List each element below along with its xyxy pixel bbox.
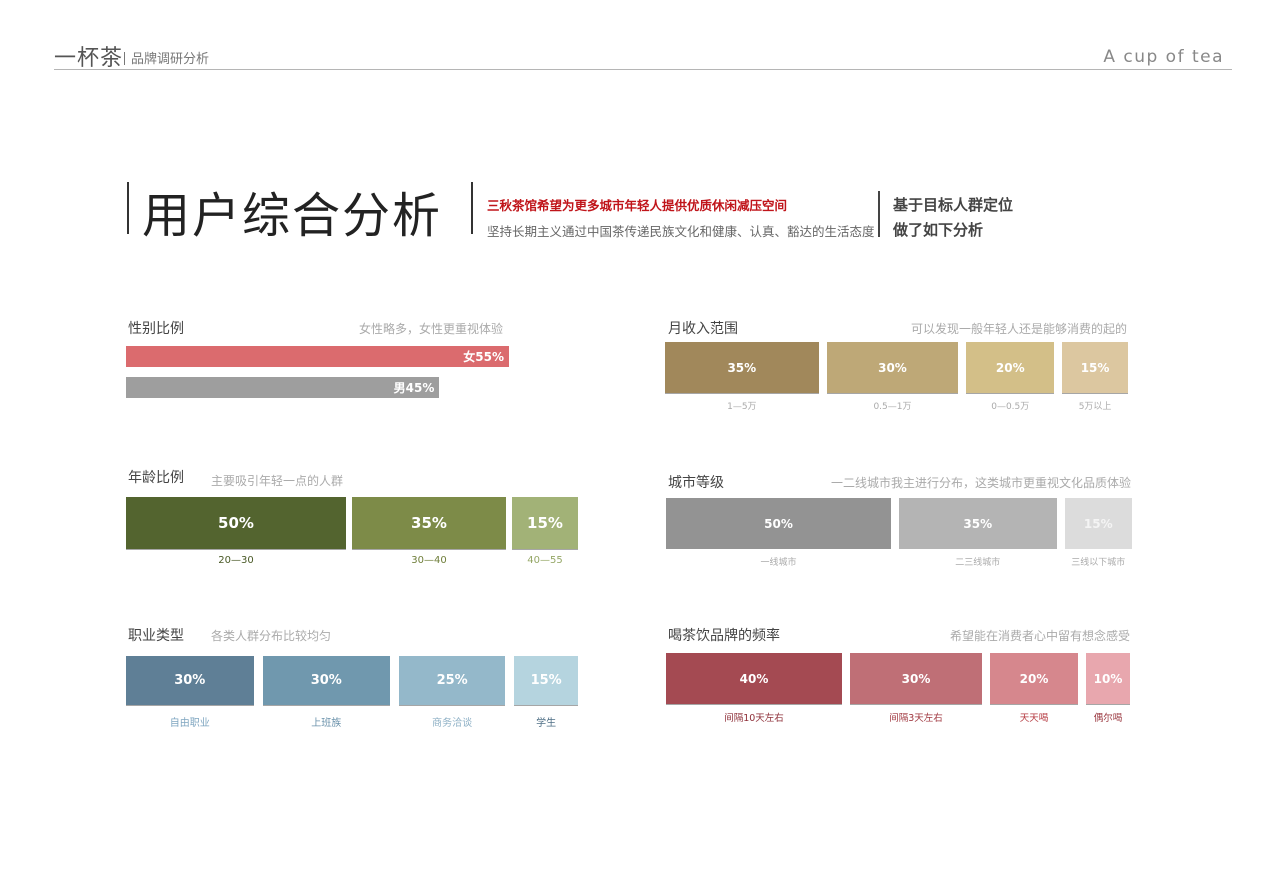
age-title: 年龄比例 (128, 470, 184, 486)
freq-label-3: 天天喝 (1019, 713, 1049, 724)
job-bar-4: 15% (514, 656, 578, 705)
freq-bar-4: 10% (1086, 653, 1130, 704)
gender-bar-female: 女55% (126, 346, 509, 367)
city-label-3: 三线以下城市 (1071, 558, 1126, 568)
freq-title: 喝茶饮品牌的频率 (668, 628, 780, 644)
age-label-2: 30—40 (411, 555, 447, 566)
income-label-3: 0—0.5万 (991, 402, 1030, 412)
income-label-4: 5万以上 (1078, 402, 1112, 412)
tagline-grey: 坚持长期主义通过中国茶传递民族文化和健康、认真、豁达的生活态度 (487, 224, 875, 239)
job-label-4: 学生 (536, 718, 557, 729)
freq-bar-1: 40% (666, 653, 842, 704)
brand-english: A cup of tea (1103, 47, 1224, 67)
income-bar-2: 30% (826, 342, 959, 393)
brand-name: 一杯茶 (54, 46, 124, 71)
freq-note: 希望能在消费者心中留有想念感受 (949, 629, 1130, 643)
freq-bar-2: 30% (850, 653, 982, 704)
age-label-1: 20—30 (218, 555, 254, 566)
city-label-2: 二三线城市 (955, 558, 1001, 568)
age-bar-3: 15% (512, 497, 578, 549)
city-bar-1: 50% (666, 498, 891, 549)
job-note: 各类人群分布比较均匀 (211, 629, 332, 643)
header-divider (54, 69, 1232, 70)
gender-title: 性别比例 (128, 321, 184, 337)
job-label-1: 自由职业 (169, 718, 210, 729)
job-bar-3: 25% (399, 656, 506, 705)
city-bar-3: 15% (1064, 498, 1132, 549)
age-note: 主要吸引年轻一点的人群 (211, 474, 344, 488)
gender-bar-male: 男45% (126, 377, 440, 398)
job-label-2: 上班族 (311, 718, 342, 729)
income-bar-3: 20% (966, 342, 1055, 393)
city-bar-2: 35% (899, 498, 1057, 549)
summary-line-2: 做了如下分析 (893, 221, 984, 239)
freq-label-4: 偶尔喝 (1093, 713, 1123, 724)
income-label-2: 0.5—1万 (873, 402, 912, 412)
age-bar-2: 35% (352, 497, 506, 549)
title-right-bar (471, 182, 473, 234)
summary-bar (878, 191, 880, 237)
freq-bar-3: 20% (990, 653, 1078, 704)
city-label-1: 一线城市 (760, 558, 797, 568)
income-label-1: 1—5万 (727, 402, 757, 412)
gender-note: 女性略多，女性更重视体验 (358, 322, 503, 336)
income-note: 可以发现一般年轻人还是能够消费的起的 (910, 322, 1127, 336)
job-title: 职业类型 (128, 628, 184, 644)
city-note: 一二线城市我主进行分布，这类城市更重视文化品质体验 (830, 476, 1131, 490)
title-left-bar (127, 182, 129, 234)
age-bar-1: 50% (126, 497, 346, 549)
summary-line-1: 基于目标人群定位 (893, 196, 1014, 214)
income-bar-1: 35% (665, 342, 819, 393)
job-bar-2: 30% (262, 656, 390, 705)
freq-label-1: 间隔10天左右 (724, 713, 784, 724)
age-label-3: 40—55 (527, 555, 563, 566)
tagline-red: 三秋茶馆希望为更多城市年轻人提供优质休闲减压空间 (487, 198, 788, 213)
income-title: 月收入范围 (668, 321, 738, 337)
freq-label-2: 间隔3天左右 (889, 713, 943, 724)
job-bar-1: 30% (126, 656, 254, 705)
income-bar-4: 15% (1062, 342, 1128, 393)
page-title: 用户综合分析 (142, 188, 443, 244)
brand-subtitle: 品牌调研分析 (124, 48, 209, 67)
job-label-3: 商务洽谈 (432, 718, 473, 729)
city-title: 城市等级 (668, 475, 724, 491)
